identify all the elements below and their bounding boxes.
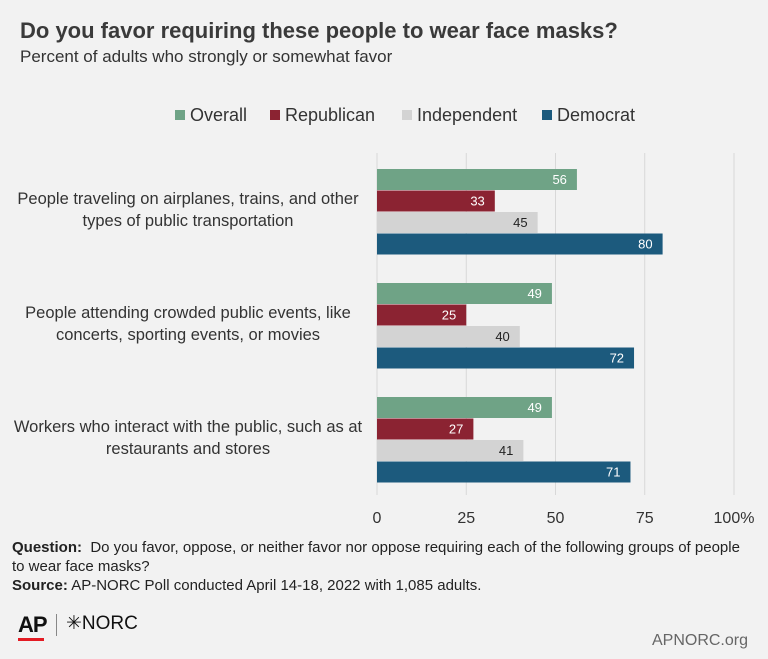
bar — [377, 304, 467, 326]
bar — [377, 326, 520, 347]
bar-value-label: 56 — [552, 172, 566, 187]
bar — [377, 283, 552, 304]
bar — [377, 169, 577, 190]
bar — [377, 233, 663, 255]
bar — [377, 397, 552, 418]
category-label: concerts, sporting events, or movies — [56, 326, 320, 344]
bar — [377, 347, 635, 369]
x-axis-ticks: 0 25 50 75 100% — [373, 510, 755, 527]
bar-value-label: 49 — [527, 400, 541, 415]
bar — [377, 440, 524, 461]
legend-label: Democrat — [557, 105, 635, 125]
x-tick-label: 75 — [636, 510, 654, 527]
legend-label: Independent — [417, 105, 517, 125]
x-tick-label: 100% — [714, 510, 755, 527]
legend-label: Overall — [190, 105, 247, 125]
question-text: Do you favor, oppose, or neither favor n… — [12, 539, 740, 575]
chart-title: Do you favor requiring these people to w… — [20, 18, 618, 43]
legend-label: Republican — [285, 105, 375, 125]
bar-value-label: 49 — [527, 286, 541, 301]
x-tick-label: 25 — [457, 510, 475, 527]
legend-swatch — [542, 110, 552, 120]
legend-swatch — [402, 110, 412, 120]
x-tick-label: 0 — [373, 510, 382, 527]
bar-value-label: 41 — [499, 443, 513, 458]
bars: 56 33 45 80 49 25 40 72 49 27 41 71 — [377, 169, 663, 483]
bar-value-label: 27 — [449, 422, 463, 437]
ap-logo-underline — [18, 638, 44, 641]
category-label: restaurants and stores — [106, 440, 270, 458]
bar-chart: Overall Republican Independent Democrat 56 3… — [14, 105, 755, 527]
bar-value-label: 40 — [495, 329, 509, 344]
category-label: Workers who interact with the public, su… — [14, 418, 363, 436]
bar-value-label: 33 — [470, 194, 484, 209]
bar — [377, 190, 495, 212]
bar — [377, 461, 631, 483]
norc-logo: ✳NORC — [66, 612, 138, 635]
bar — [377, 418, 474, 440]
norc-star-icon: ✳ — [66, 613, 82, 634]
chart-legend: Overall Republican Independent Democrat — [175, 105, 635, 125]
bar — [377, 212, 538, 233]
source-text: AP-NORC Poll conducted April 14-18, 2022… — [71, 577, 482, 594]
legend-swatch — [175, 110, 185, 120]
bar-value-label: 80 — [638, 237, 652, 252]
logo-divider — [56, 614, 57, 636]
norc-logo-text: NORC — [81, 613, 138, 634]
category-label: People attending crowded public events, … — [25, 304, 351, 322]
site-url: APNORC.org — [651, 632, 748, 649]
category-label: types of public transportation — [83, 212, 294, 230]
question-note: Question: Do you favor, oppose, or neith… — [12, 538, 752, 576]
source-label: Source: — [12, 577, 68, 594]
category-labels: People traveling on airplanes, trains, a… — [14, 190, 363, 458]
category-label: People traveling on airplanes, trains, a… — [17, 190, 359, 208]
bar-value-label: 25 — [442, 308, 456, 323]
question-label: Question: — [12, 539, 82, 556]
ap-logo: AP — [18, 612, 48, 637]
chart-footer: Question: Do you favor, oppose, or neith… — [12, 538, 752, 595]
bar-value-label: 72 — [610, 351, 624, 366]
legend-swatch — [270, 110, 280, 120]
source-note: Source: AP-NORC Poll conducted April 14-… — [12, 576, 752, 595]
bar-value-label: 71 — [606, 465, 620, 480]
chart-subtitle: Percent of adults who strongly or somewh… — [20, 47, 393, 66]
x-tick-label: 50 — [547, 510, 565, 527]
bar-value-label: 45 — [513, 215, 527, 230]
